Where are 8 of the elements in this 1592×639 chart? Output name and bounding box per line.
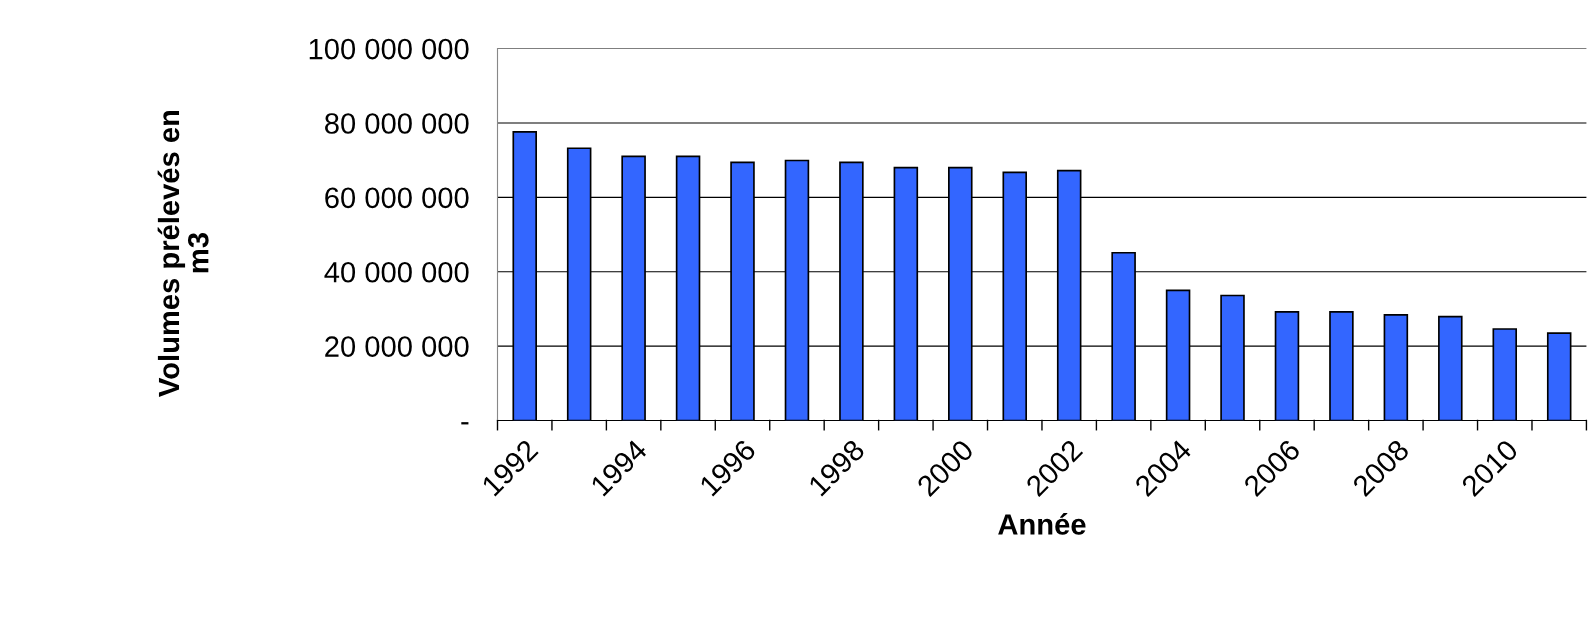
y-tick-label: - [461,422,469,425]
y-tick-label: 100 000 000 [309,38,469,60]
y-tick-label: 20 000 000 [325,336,469,357]
y-tick-label: 80 000 000 [325,113,469,134]
y-tick-label: 40 000 000 [324,261,469,283]
y-tick-label: 60 000 000 [325,187,469,209]
y-axis-title: Volumes prélevés en m3 [157,110,209,397]
x-axis-title: Année [998,513,1086,535]
